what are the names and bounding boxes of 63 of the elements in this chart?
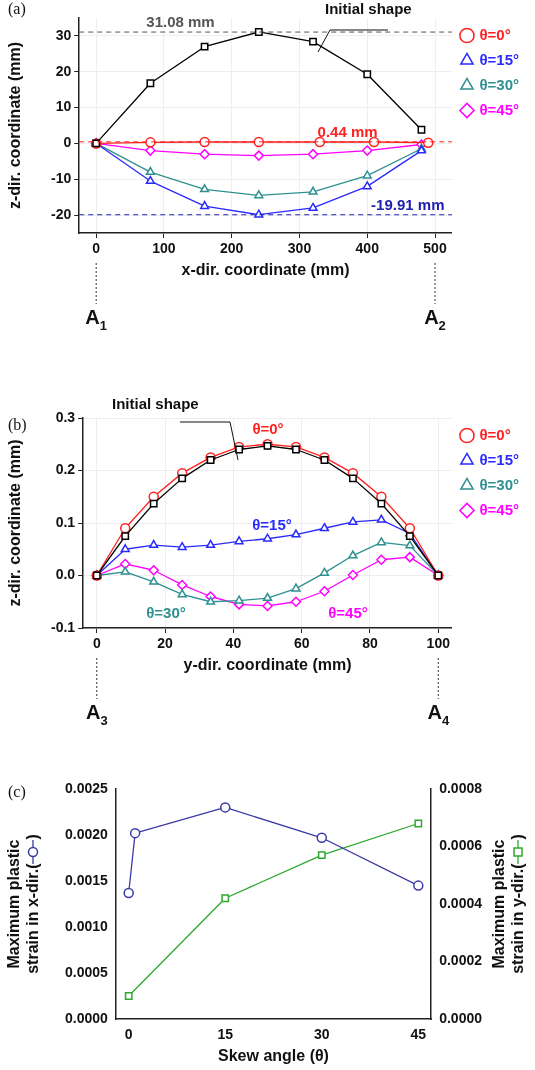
y-tick-label: 0.0020	[64, 825, 109, 842]
text: (a)	[8, 0, 26, 18]
x-axis-title: y-dir. coordinate (mm)	[183, 655, 352, 673]
annotation: θ=45°	[328, 604, 368, 621]
y-tick-label: 0.1	[55, 513, 76, 530]
x-tick-label: 400	[355, 240, 380, 257]
x-tick-label: 100	[426, 635, 451, 652]
x-tick-label: 100	[152, 240, 176, 257]
x-tick-label: 15	[217, 1026, 234, 1043]
text: (b)	[8, 416, 27, 434]
x-tick-label: 30	[313, 1026, 330, 1043]
legend-label: θ=30°	[479, 75, 520, 93]
x-tick-label: 40	[225, 635, 242, 652]
y-tick-label: 0	[63, 134, 72, 151]
annotation: θ=30°	[146, 604, 186, 621]
y-tick-label: 10	[55, 98, 72, 115]
text: Maximum plastic strain in x-dir.()	[4, 834, 41, 974]
legend-label: θ=45°	[479, 100, 520, 118]
y2-tick-label: 0.0004	[439, 894, 483, 911]
x-tick-label: 0	[124, 1026, 133, 1043]
legend-label: θ=0°	[479, 425, 511, 443]
y2-tick-label: 0.0000	[439, 1009, 483, 1026]
text: (c)	[8, 783, 26, 801]
y-axis-title: z-dir. coordinate (mm)	[6, 439, 23, 607]
y-tick-label: 0.0015	[64, 871, 109, 888]
y-tick-label: 0.0005	[64, 963, 109, 980]
y2-tick-label: 0.0002	[439, 952, 483, 969]
y-tick-label: 0.0	[55, 566, 76, 583]
y-tick-label: 20	[55, 62, 72, 79]
y-tick-label: -0.1	[51, 618, 76, 635]
y-tick-label: 0.2	[55, 461, 76, 478]
x-tick-label: 60	[293, 635, 310, 652]
y-tick-label: 0.3	[55, 408, 76, 425]
x-tick-label: 200	[220, 240, 244, 257]
legend-label: θ=30°	[479, 475, 520, 493]
x-axis-title: Skew angle (θ)	[218, 1046, 329, 1064]
y-tick-label: 0.0025	[64, 779, 109, 796]
legend-label: θ=15°	[479, 450, 520, 468]
y-axis-title: z-dir. coordinate (mm)	[6, 41, 23, 210]
x-tick-label: 20	[157, 635, 174, 652]
y-tick-label: 0.0010	[64, 917, 109, 934]
x-axis-title: x-dir. coordinate (mm)	[181, 260, 350, 278]
x-tick-label: 80	[362, 635, 378, 652]
annotation: θ=0°	[252, 420, 284, 437]
y2-tick-label: 0.0006	[439, 837, 483, 854]
text: Initial shape	[112, 395, 199, 412]
legend-label: θ=15°	[479, 50, 520, 68]
legend-label: θ=45°	[479, 500, 520, 518]
text: Maximum plastic strain in y-dir.()	[489, 834, 526, 974]
annotation: θ=15°	[252, 516, 292, 533]
ref-line-label: 31.08 mm	[146, 13, 215, 31]
y2-tick-label: 0.0008	[439, 779, 483, 796]
ref-line-label: 0.44 mm	[317, 122, 378, 140]
x-tick-label: 300	[287, 240, 312, 257]
y-tick-label: -10	[51, 170, 72, 187]
ref-line-label: -19.91 mm	[371, 195, 445, 213]
x-tick-label: 45	[410, 1026, 427, 1043]
text: Initial shape	[325, 0, 412, 17]
legend-label: θ=0°	[479, 25, 511, 43]
y-tick-label: -20	[51, 205, 72, 222]
y-tick-label: 30	[55, 26, 72, 43]
y-tick-label: 0.0000	[64, 1009, 109, 1026]
x-tick-label: 500	[423, 240, 447, 257]
